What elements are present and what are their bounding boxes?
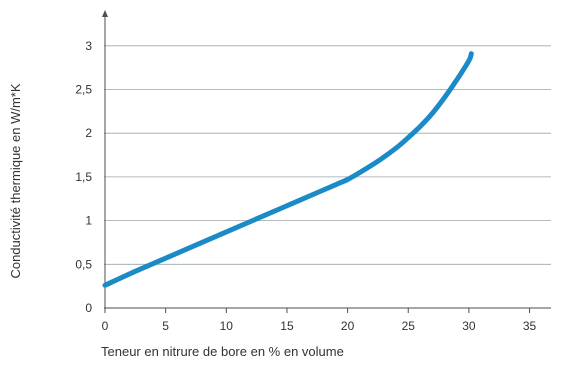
- y-axis-title: Conductivité thermique en W/m*K: [8, 83, 23, 278]
- x-tick-label: 10: [220, 319, 234, 333]
- series-layer: [102, 51, 474, 288]
- x-tick-label: 5: [162, 319, 169, 333]
- x-tick-label: 0: [102, 319, 109, 333]
- y-tick-label: 0: [85, 301, 92, 315]
- y-tick-label: 1: [85, 214, 92, 228]
- x-axis-title: Teneur en nitrure de bore en % en volume: [101, 344, 344, 359]
- y-tick-label: 3: [85, 39, 92, 53]
- x-tick-label: 30: [462, 319, 476, 333]
- axes: [102, 10, 551, 313]
- y-tick-label: 2: [85, 126, 92, 140]
- y-tick-label: 0,5: [75, 257, 92, 271]
- y-tick-label: 2,5: [75, 83, 92, 97]
- gridlines: [104, 45, 551, 265]
- y-axis-arrow: [102, 10, 108, 17]
- x-tick-label: 35: [523, 319, 537, 333]
- y-tick-label: 1,5: [75, 170, 92, 184]
- x-tick-label: 20: [341, 319, 355, 333]
- series-line: [102, 51, 474, 288]
- x-tick-label: 15: [280, 319, 294, 333]
- x-tick-label: 25: [402, 319, 416, 333]
- tick-labels: 00,511,522,530 5 10 15 20 25 30 35: [75, 39, 536, 333]
